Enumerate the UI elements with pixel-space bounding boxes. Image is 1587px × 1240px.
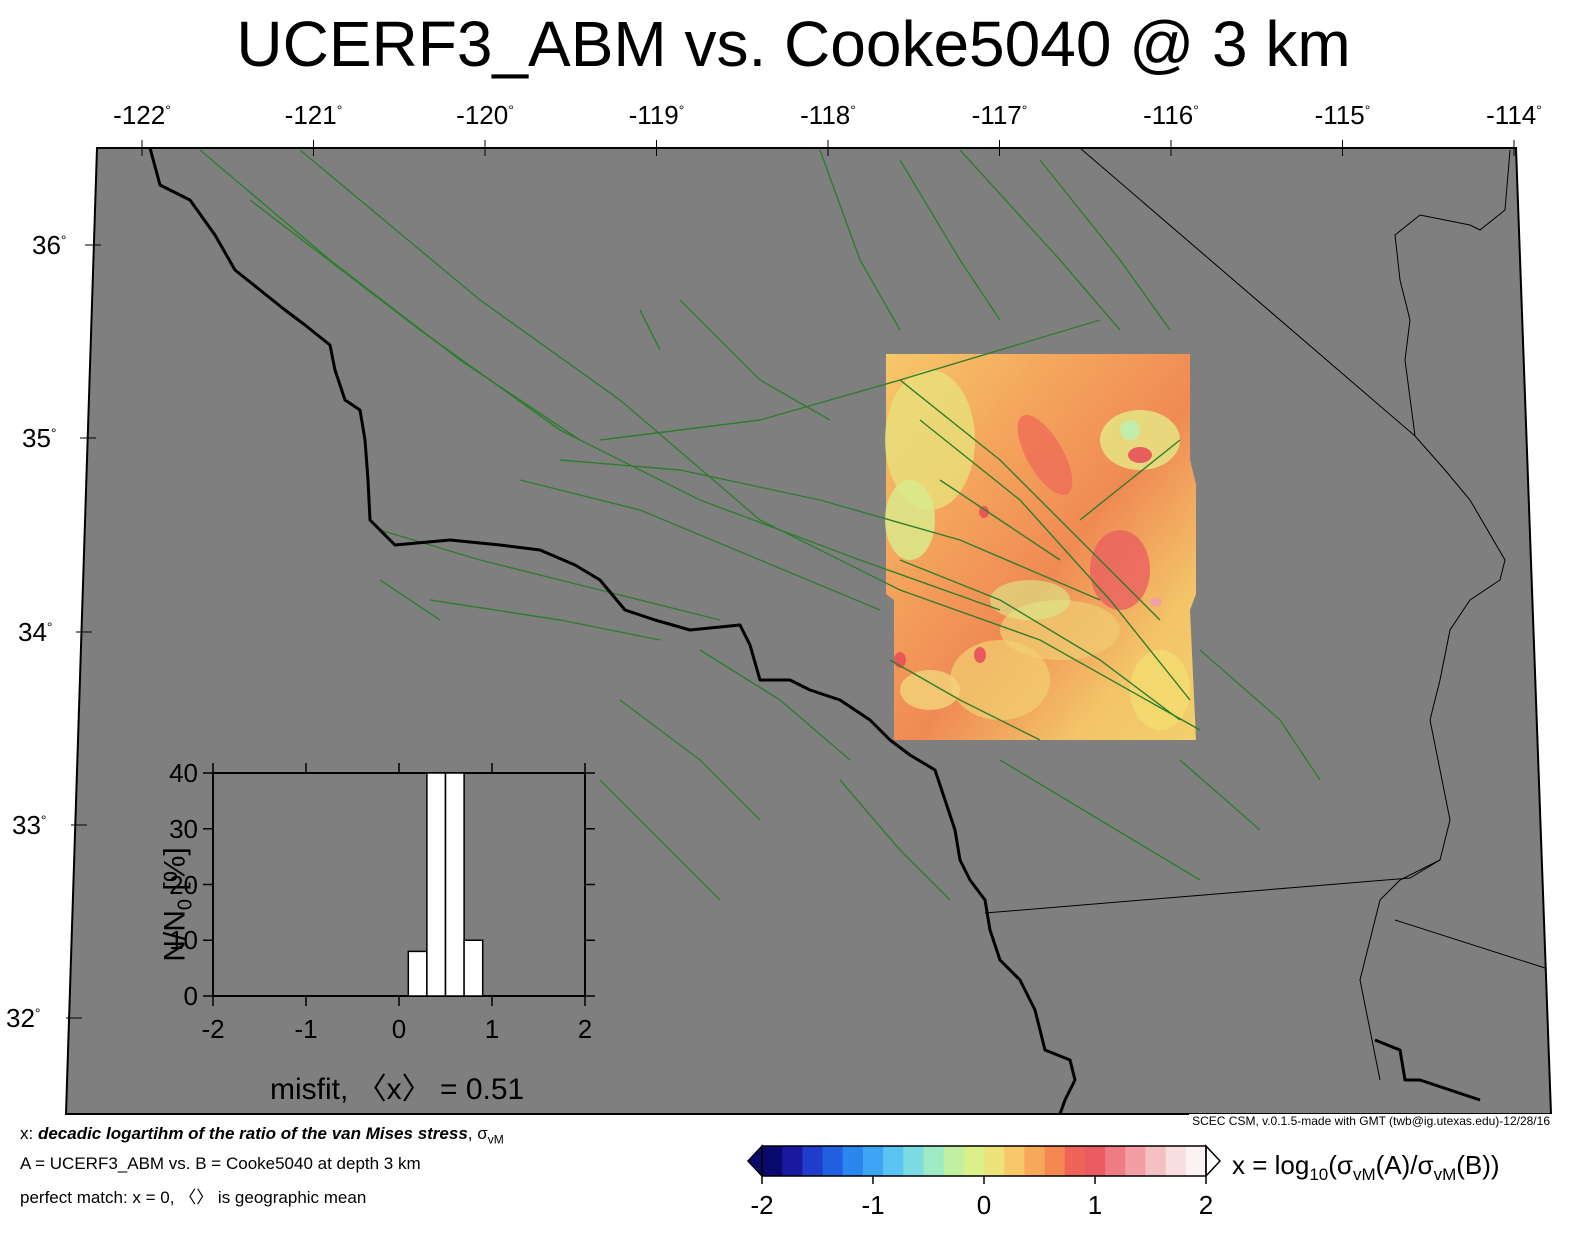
coastline: [148, 148, 1481, 1114]
latitude-label: 34°: [18, 617, 53, 647]
histogram-x-tick-label: 0: [391, 1014, 407, 1044]
latitude-label: 36°: [32, 230, 67, 260]
colorbar-tick-label: -2: [750, 1190, 774, 1220]
colorbar-tick-label: 1: [1087, 1190, 1103, 1220]
histogram-x-tick-label: 2: [577, 1014, 593, 1044]
longitude-label: -122°: [113, 100, 171, 130]
colorbar-cell: [923, 1146, 945, 1176]
histogram-bar: [426, 772, 447, 997]
histogram-y-tick-label: 10: [169, 925, 198, 956]
colorbar-cell: [1044, 1146, 1066, 1176]
credit-text: SCEC CSM, v.0.1.5-made with GMT (twb@ig.…: [1189, 1114, 1553, 1128]
colorbar-cell: [1185, 1146, 1207, 1176]
colorbar-cell: [984, 1146, 1005, 1176]
colorbar-tick-label: -1: [861, 1190, 885, 1220]
latitude-label: 35°: [22, 423, 57, 453]
latitude-label: 33°: [12, 810, 47, 840]
colorbar-tick-label: 0: [976, 1190, 992, 1220]
histogram-y-tick-label: 30: [169, 813, 198, 844]
state-borders: [984, 148, 1546, 1081]
colorbar-cell: [822, 1146, 844, 1176]
colorbar-cell: [762, 1146, 783, 1176]
caption-line-2: A = UCERF3_ABM vs. B = Cooke5040 at dept…: [20, 1154, 421, 1173]
longitude-label: -121°: [284, 100, 343, 130]
colorbar-title: x = log10(σvM(A)/σvM(B)): [1232, 1150, 1500, 1185]
caption-line-1: x: decadic logartihm of the ratio of the…: [20, 1124, 504, 1147]
colorbar-cell: [963, 1146, 985, 1176]
colorbar-cell: [903, 1146, 924, 1176]
histogram-y-tick-label: 0: [183, 981, 198, 1011]
histogram-bar: [463, 939, 484, 997]
fault-lines: [199, 149, 1321, 931]
colorbar-cell: [782, 1146, 803, 1176]
histogram-x-axis-label: misfit, 〈x〉 = 0.51: [270, 1073, 525, 1106]
histogram-x-tick-label: -2: [201, 1014, 225, 1044]
histogram-x-tick-label: -1: [294, 1014, 318, 1044]
misfit-histogram: [203, 763, 595, 1006]
histogram-frame: [212, 772, 586, 997]
frame-ticks: [66, 140, 1515, 1019]
longitude-label: -116°: [1143, 100, 1199, 130]
histogram-bar: [407, 950, 428, 997]
histogram-y-tick-label: 40: [169, 758, 198, 788]
longitude-label: -118°: [800, 100, 856, 130]
colorbar-tick-label: 2: [1198, 1190, 1214, 1220]
histogram-y-axis-label: N/N0 [%]: [158, 847, 197, 962]
histogram-x-tick-label: 1: [484, 1014, 500, 1044]
longitude-label: -114°: [1486, 100, 1542, 130]
colorbar-cell: [883, 1146, 904, 1176]
map-title: UCERF3_ABM vs. Cooke5040 @ 3 km: [236, 8, 1351, 80]
colorbar: [746, 1144, 1222, 1184]
colorbar-upper-arrow: [1205, 1144, 1222, 1178]
histogram-bar: [444, 772, 465, 997]
colorbar-cell: [1024, 1146, 1046, 1176]
longitude-label: -119°: [628, 100, 685, 130]
colorbar-cell: [1165, 1146, 1187, 1176]
colorbar-cell: [1084, 1146, 1106, 1176]
colorbar-cell: [862, 1146, 884, 1176]
colorbar-cell: [1145, 1146, 1167, 1176]
colorbar-cell: [1125, 1146, 1146, 1176]
colorbar-cell: [1064, 1146, 1086, 1176]
colorbar-cell: [943, 1146, 965, 1176]
colorbar-lower-arrow: [746, 1144, 763, 1178]
colorbar-cell: [842, 1146, 864, 1176]
longitude-label: -115°: [1314, 100, 1371, 130]
colorbar-cell: [802, 1146, 824, 1176]
latitude-label: 32°: [6, 1003, 41, 1033]
longitude-label: -120°: [456, 100, 514, 130]
longitude-label: -117°: [971, 100, 1028, 130]
histogram-y-tick-label: 20: [169, 869, 198, 900]
colorbar-cell: [1105, 1146, 1126, 1176]
colorbar-cell: [1004, 1146, 1025, 1176]
caption-line-3: perfect match: x = 0, 〈〉 is geographic m…: [20, 1188, 367, 1207]
